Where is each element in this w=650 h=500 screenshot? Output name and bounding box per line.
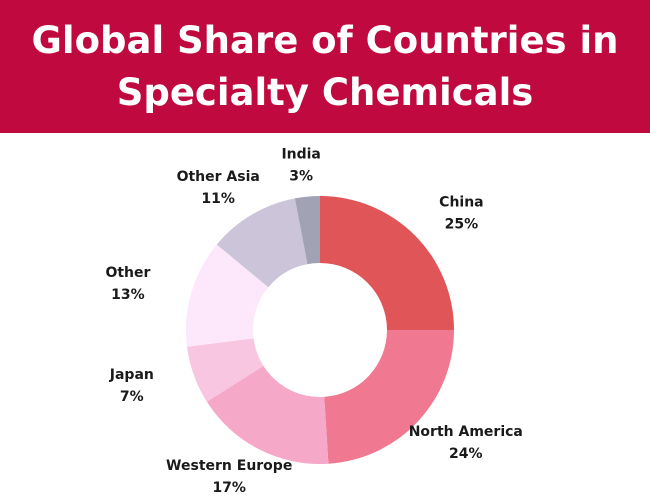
slice-value-label: 7% [120,389,144,405]
slice-label: Other Asia [177,169,260,185]
title-band: Global Share of Countries in Specialty C… [0,0,650,133]
slice-value-label: 17% [212,480,246,496]
slice [216,198,308,288]
slice-label: Japan [109,367,154,383]
slice-label: Other [105,265,150,281]
slice [294,196,320,265]
slice-label: North America [409,424,523,440]
slice [187,338,264,402]
slice [186,244,269,347]
slice [324,330,454,464]
slice-value-label: 11% [201,191,235,207]
slice [206,365,329,464]
slice-value-label: 24% [449,446,483,462]
slice-label: India [281,147,320,163]
slice-label: China [439,194,483,210]
slice-value-label: 13% [111,287,145,303]
slice-value-label: 25% [445,216,479,232]
chart-title: Global Share of Countries in Specialty C… [31,18,619,114]
slice-value-label: 3% [289,169,313,185]
slice-label: Western Europe [166,458,292,474]
slice [320,196,454,330]
